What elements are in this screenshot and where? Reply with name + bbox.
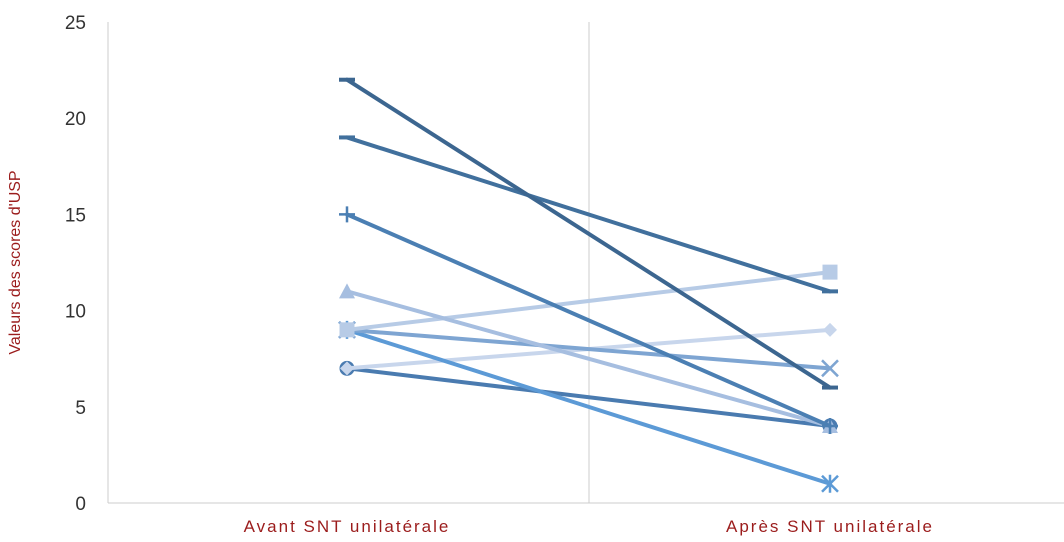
series-line — [345, 366, 832, 429]
data-point-marker — [822, 418, 838, 435]
data-point-marker — [339, 206, 355, 223]
data-point-marker — [339, 322, 355, 338]
y-tick-label: 5 — [75, 398, 86, 419]
y-tick-label: 10 — [65, 302, 86, 323]
series-line — [345, 77, 832, 390]
series-line — [345, 135, 832, 294]
series-line — [345, 327, 832, 371]
x-category-label: Avant SNT unilatérale — [244, 517, 451, 536]
x-category-label: Après SNT unilatérale — [726, 517, 934, 536]
data-point-marker — [821, 474, 839, 493]
data-point-marker — [339, 283, 355, 299]
series-line — [345, 327, 832, 486]
data-point-marker — [821, 359, 839, 378]
series-3 — [339, 206, 838, 435]
y-tick-label: 0 — [75, 494, 86, 515]
y-axis-title: Valeurs des scores d'USP — [7, 170, 24, 354]
axes: 0 5 10 15 20 25 Avant SNT unilatérale Après SNT… — [65, 13, 1064, 536]
data-point-marker — [822, 264, 838, 280]
series-5 — [339, 264, 838, 338]
series-line — [345, 212, 832, 429]
y-tick-label: 15 — [65, 205, 86, 226]
series-layer — [338, 77, 839, 493]
series-1 — [339, 77, 838, 390]
y-tick-label: 25 — [65, 13, 86, 34]
data-point-marker — [340, 361, 354, 376]
series-line — [345, 270, 832, 332]
y-tick-label: 20 — [65, 109, 86, 130]
series-2 — [339, 135, 838, 294]
data-point-marker — [823, 322, 837, 337]
series-line — [345, 289, 832, 429]
